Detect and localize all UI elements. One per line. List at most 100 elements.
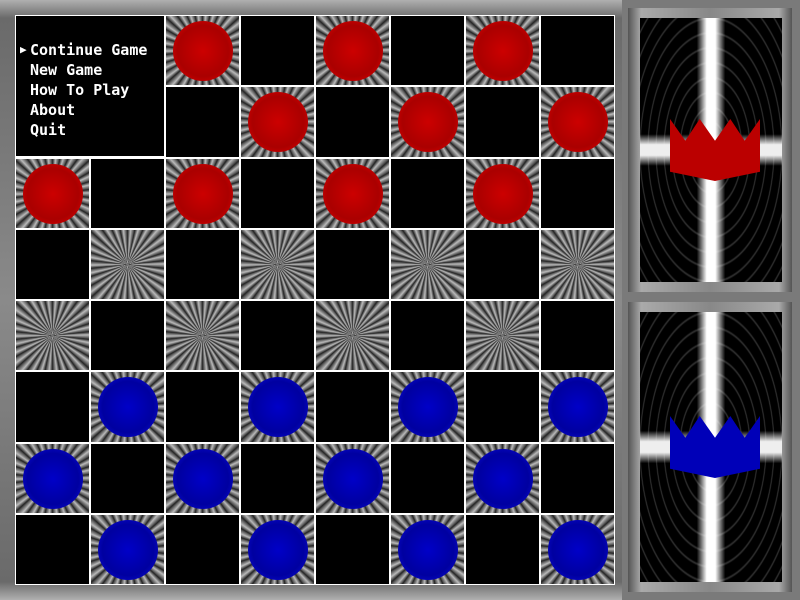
board-square[interactable] (465, 513, 540, 585)
menu-item-label: How To Play (30, 81, 130, 99)
blue-checker-piece[interactable] (398, 377, 458, 438)
board-square[interactable] (390, 300, 465, 372)
board-square[interactable] (540, 300, 615, 372)
red-checker-piece[interactable] (323, 21, 383, 81)
board-square[interactable] (465, 228, 540, 300)
menu-item-new-game[interactable]: New Game (16, 60, 164, 80)
board-square[interactable] (90, 371, 165, 443)
board-square[interactable] (315, 300, 390, 372)
blue-checker-piece[interactable] (248, 377, 308, 438)
board-square[interactable] (15, 300, 90, 372)
board-square[interactable] (465, 371, 540, 443)
board-square[interactable] (465, 300, 540, 372)
red-checker-piece[interactable] (473, 21, 533, 81)
board-square[interactable] (240, 157, 315, 229)
blue-checker-piece[interactable] (98, 377, 158, 438)
board-square[interactable] (540, 371, 615, 443)
board-square[interactable] (540, 228, 615, 300)
board-square[interactable] (165, 300, 240, 372)
red-checker-piece[interactable] (248, 92, 308, 153)
board-square[interactable] (315, 442, 390, 514)
board-square[interactable] (240, 86, 315, 158)
red-checker-piece[interactable] (173, 163, 233, 224)
board-square[interactable] (15, 228, 90, 300)
blue-checker-piece[interactable] (323, 448, 383, 509)
board-square[interactable] (390, 157, 465, 229)
board-square[interactable] (165, 442, 240, 514)
board-square[interactable] (90, 513, 165, 585)
board-square[interactable] (315, 371, 390, 443)
board-square[interactable] (465, 157, 540, 229)
board-square[interactable] (540, 513, 615, 585)
blue-checker-piece[interactable] (548, 519, 608, 580)
board-square[interactable] (90, 442, 165, 514)
red-checker-piece[interactable] (398, 92, 458, 153)
board-square[interactable] (390, 15, 465, 87)
board-square[interactable] (390, 442, 465, 514)
red-checker-piece[interactable] (323, 163, 383, 224)
blue-checker-piece[interactable] (548, 377, 608, 438)
red-checker-piece[interactable] (173, 21, 233, 81)
board-square[interactable] (540, 86, 615, 158)
panel-background (640, 312, 782, 582)
board-square[interactable] (165, 513, 240, 585)
menu-item-label: Quit (30, 121, 67, 139)
checkers-board[interactable] (15, 15, 615, 585)
board-square[interactable] (315, 15, 390, 87)
board-square[interactable] (15, 157, 90, 229)
panel-background (640, 18, 782, 282)
board-square[interactable] (465, 86, 540, 158)
board-square[interactable] (390, 371, 465, 443)
red-checker-piece[interactable] (23, 163, 83, 224)
board-square[interactable] (315, 228, 390, 300)
red-checker-piece[interactable] (548, 92, 608, 153)
board-square[interactable] (390, 86, 465, 158)
red-checker-piece[interactable] (473, 163, 533, 224)
board-square[interactable] (240, 371, 315, 443)
triangle-right-icon: ▶ (20, 43, 27, 56)
main-menu: ▶ Continue Game New Game How To Play Abou… (15, 15, 165, 157)
blue-checker-piece[interactable] (173, 448, 233, 509)
menu-item-quit[interactable]: Quit (16, 120, 164, 140)
board-square[interactable] (15, 442, 90, 514)
blue-checker-piece[interactable] (398, 519, 458, 580)
board-square[interactable] (90, 157, 165, 229)
blue-checker-piece[interactable] (98, 519, 158, 580)
board-square[interactable] (90, 300, 165, 372)
board-square[interactable] (15, 371, 90, 443)
board-square[interactable] (165, 86, 240, 158)
menu-item-how-to-play[interactable]: How To Play (16, 80, 164, 100)
blue-checker-piece[interactable] (248, 519, 308, 580)
board-square[interactable] (240, 442, 315, 514)
board-square[interactable] (315, 86, 390, 158)
board-square[interactable] (540, 442, 615, 514)
board-square[interactable] (90, 228, 165, 300)
red-player-panel (628, 8, 792, 292)
board-square[interactable] (165, 157, 240, 229)
board-square[interactable] (165, 228, 240, 300)
board-square[interactable] (540, 157, 615, 229)
red-crown-icon (670, 119, 760, 181)
board-square[interactable] (165, 15, 240, 87)
board-square[interactable] (240, 300, 315, 372)
board-square[interactable] (165, 371, 240, 443)
board-square[interactable] (240, 228, 315, 300)
blue-crown-icon (670, 416, 760, 478)
board-square[interactable] (390, 513, 465, 585)
menu-item-label: New Game (30, 61, 103, 79)
board-square[interactable] (390, 228, 465, 300)
board-square[interactable] (15, 513, 90, 585)
board-square[interactable] (540, 15, 615, 87)
menu-item-label: About (30, 101, 76, 119)
menu-item-continue-game[interactable]: ▶ Continue Game (16, 40, 164, 60)
board-square[interactable] (465, 15, 540, 87)
board-square[interactable] (465, 442, 540, 514)
board-square[interactable] (240, 513, 315, 585)
blue-player-panel (628, 302, 792, 592)
menu-item-about[interactable]: About (16, 100, 164, 120)
board-square[interactable] (240, 15, 315, 87)
board-square[interactable] (315, 157, 390, 229)
board-square[interactable] (315, 513, 390, 585)
blue-checker-piece[interactable] (23, 448, 83, 509)
blue-checker-piece[interactable] (473, 448, 533, 509)
